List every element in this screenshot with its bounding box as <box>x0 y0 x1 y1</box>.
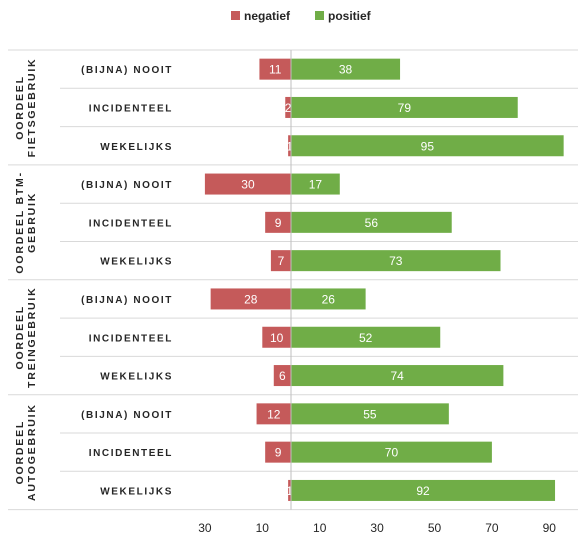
group-label-line: OORDEEL <box>14 305 26 370</box>
data-label-positief: 70 <box>385 446 399 460</box>
bar-positief <box>291 250 501 272</box>
data-label-positief: 79 <box>398 101 412 115</box>
category-label: INCIDENTEEL <box>89 103 173 114</box>
bar-positief <box>291 403 449 425</box>
bar-positief <box>291 96 518 118</box>
group-label-line: OORDEEL <box>14 75 26 140</box>
bar-positief <box>291 479 556 501</box>
category-label: INCIDENTEEL <box>89 448 173 459</box>
data-label-positief: 92 <box>416 484 430 498</box>
group-label-line: FIETSGEBRUIK <box>26 58 38 158</box>
category-label: WEKELIJKS <box>100 372 173 383</box>
category-label: WEKELIJKS <box>100 142 173 153</box>
data-label-negatief: 1 <box>286 139 293 153</box>
data-label-positief: 55 <box>363 407 377 421</box>
data-label-negatief: 28 <box>244 292 258 306</box>
category-label: (BIJNA) NOOIT <box>81 65 173 76</box>
data-label-negatief: 11 <box>269 63 282 77</box>
category-label: INCIDENTEEL <box>89 218 173 229</box>
data-label-positief: 52 <box>359 331 373 345</box>
category-label: (BIJNA) NOOIT <box>81 295 173 306</box>
bar-positief <box>291 288 366 310</box>
bar-negatief <box>265 441 291 463</box>
group-label-line: OORDEEL <box>14 420 26 485</box>
bar-negatief <box>288 479 291 501</box>
bar-positief <box>291 365 504 387</box>
bar-negatief <box>204 173 291 195</box>
data-label-negatief: 7 <box>278 254 285 268</box>
legend-swatch-positief <box>315 11 324 20</box>
bar-negatief <box>265 211 291 233</box>
group-label-line: AUTOGEBRUIK <box>26 403 38 501</box>
bar-positief <box>291 326 441 348</box>
bar-negatief <box>210 288 291 310</box>
data-label-negatief: 30 <box>241 178 255 192</box>
data-label-positief: 17 <box>309 178 323 192</box>
data-label-positief: 73 <box>389 254 403 268</box>
bar-negatief <box>262 326 291 348</box>
legend-label-negatief: negatief <box>244 9 291 23</box>
x-tick-label: 10 <box>256 521 270 533</box>
x-tick-label: 50 <box>428 521 442 533</box>
x-tick-label: 90 <box>543 521 557 533</box>
bar-negatief <box>270 250 291 272</box>
category-label: (BIJNA) NOOIT <box>81 410 173 421</box>
bar-positief <box>291 135 564 157</box>
x-tick-label: 30 <box>198 521 212 533</box>
data-label-positief: 74 <box>391 369 405 383</box>
bar-negatief <box>259 58 291 80</box>
x-tick-label: 70 <box>485 521 499 533</box>
data-label-negatief: 9 <box>275 446 282 460</box>
data-label-positief: 95 <box>421 139 435 153</box>
data-label-positief: 56 <box>365 216 379 230</box>
data-label-negatief: 2 <box>285 101 292 115</box>
data-label-negatief: 1 <box>286 484 293 498</box>
x-tick-label: 10 <box>313 521 327 533</box>
bar-positief <box>291 173 340 195</box>
bar-negatief <box>273 365 291 387</box>
data-label-negatief: 10 <box>270 331 284 345</box>
data-label-negatief: 6 <box>279 369 286 383</box>
bar-negatief <box>285 96 291 118</box>
bar-positief <box>291 58 401 80</box>
data-label-positief: 26 <box>322 292 336 306</box>
group-label-line: TREINGEBRUIK <box>26 286 38 388</box>
bar-positief <box>291 441 492 463</box>
data-label-negatief: 9 <box>275 216 282 230</box>
bar-negatief <box>256 403 291 425</box>
category-label: WEKELIJKS <box>100 257 173 268</box>
group-label: OORDEELFIETSGEBRUIK <box>14 58 38 158</box>
category-label: (BIJNA) NOOIT <box>81 180 173 191</box>
data-label-negatief: 12 <box>267 407 281 421</box>
bar-positief <box>291 211 452 233</box>
category-label: INCIDENTEEL <box>89 333 173 344</box>
group-label-line: OORDEEL BTM- <box>14 171 26 274</box>
bar-negatief <box>288 135 291 157</box>
legend-label-positief: positief <box>328 9 372 23</box>
group-label: OORDEEL BTM-GEBRUIK <box>14 171 38 274</box>
group-label: OORDEELTREINGEBRUIK <box>14 286 38 388</box>
legend-swatch-negatief <box>231 11 240 20</box>
data-label-positief: 38 <box>339 63 353 77</box>
category-label: WEKELIJKS <box>100 486 173 497</box>
group-label-line: GEBRUIK <box>26 192 38 253</box>
x-tick-label: 30 <box>370 521 384 533</box>
group-label: OORDEELAUTOGEBRUIK <box>14 403 38 501</box>
